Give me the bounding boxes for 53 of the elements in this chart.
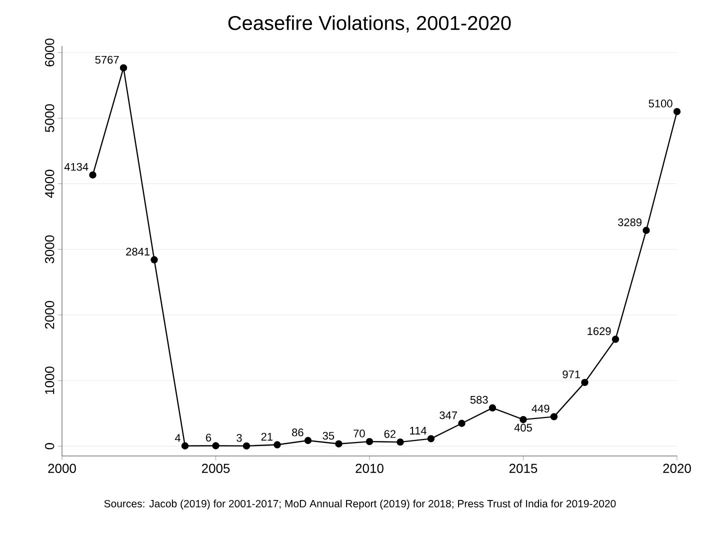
x-tick-label: 2010 — [356, 464, 384, 473]
x-tick-label: 2005 — [202, 464, 230, 473]
y-tick-label: 2000 — [45, 300, 54, 329]
point — [458, 420, 466, 427]
point — [212, 442, 220, 450]
point — [642, 226, 650, 234]
point — [335, 440, 342, 448]
point — [581, 378, 588, 386]
data-label: 347 — [440, 411, 457, 420]
point — [304, 436, 312, 444]
data-label: 21 — [261, 432, 273, 441]
y-tick-label: 6000 — [45, 38, 54, 66]
y-tick-label: 4000 — [45, 170, 54, 198]
data-label: 1629 — [588, 327, 611, 336]
y-tick-label: 0 — [45, 443, 54, 450]
data-label: 35 — [322, 432, 334, 440]
point — [488, 404, 496, 412]
point — [181, 442, 189, 450]
x-tick-label: 2015 — [509, 464, 538, 473]
data-label: 114 — [410, 426, 426, 434]
data-label: 5100 — [648, 100, 672, 108]
point — [427, 435, 435, 442]
data-label: 4134 — [64, 162, 88, 171]
point — [673, 108, 681, 116]
data-label: 3 — [236, 434, 242, 442]
data-label: 3289 — [618, 218, 642, 226]
data-label: 405 — [514, 424, 532, 432]
chart-title: Ceasefire Violations, 2001-2020 — [228, 15, 511, 32]
point — [150, 256, 158, 264]
data-label: 2841 — [126, 248, 150, 256]
y-tick-label: 5000 — [45, 104, 54, 132]
data-label: 971 — [562, 370, 580, 378]
point — [366, 438, 374, 446]
point — [520, 416, 527, 424]
source-note: Sources: Jacob (2019) for 2001-2017; MoD Annual Report (2019) for 2018; Press Trust of India for 2019-2020 — [104, 500, 616, 510]
data-label: 86 — [292, 428, 304, 436]
point — [396, 438, 404, 446]
data-label: 62 — [384, 430, 396, 438]
data-label: 583 — [470, 396, 488, 404]
y-tick-label: 1000 — [45, 366, 54, 394]
point — [120, 64, 128, 72]
x-tick-label: 2020 — [663, 464, 691, 473]
point — [274, 441, 281, 448]
data-label: 449 — [532, 404, 550, 412]
data-label: 5767 — [95, 56, 119, 64]
data-label: 70 — [354, 430, 365, 438]
data-label: 4 — [174, 434, 180, 442]
point — [550, 413, 558, 420]
point — [612, 336, 620, 343]
point — [242, 442, 250, 450]
point — [89, 171, 96, 179]
y-tick-label: 3000 — [45, 235, 54, 264]
data-label: 6 — [206, 434, 212, 442]
